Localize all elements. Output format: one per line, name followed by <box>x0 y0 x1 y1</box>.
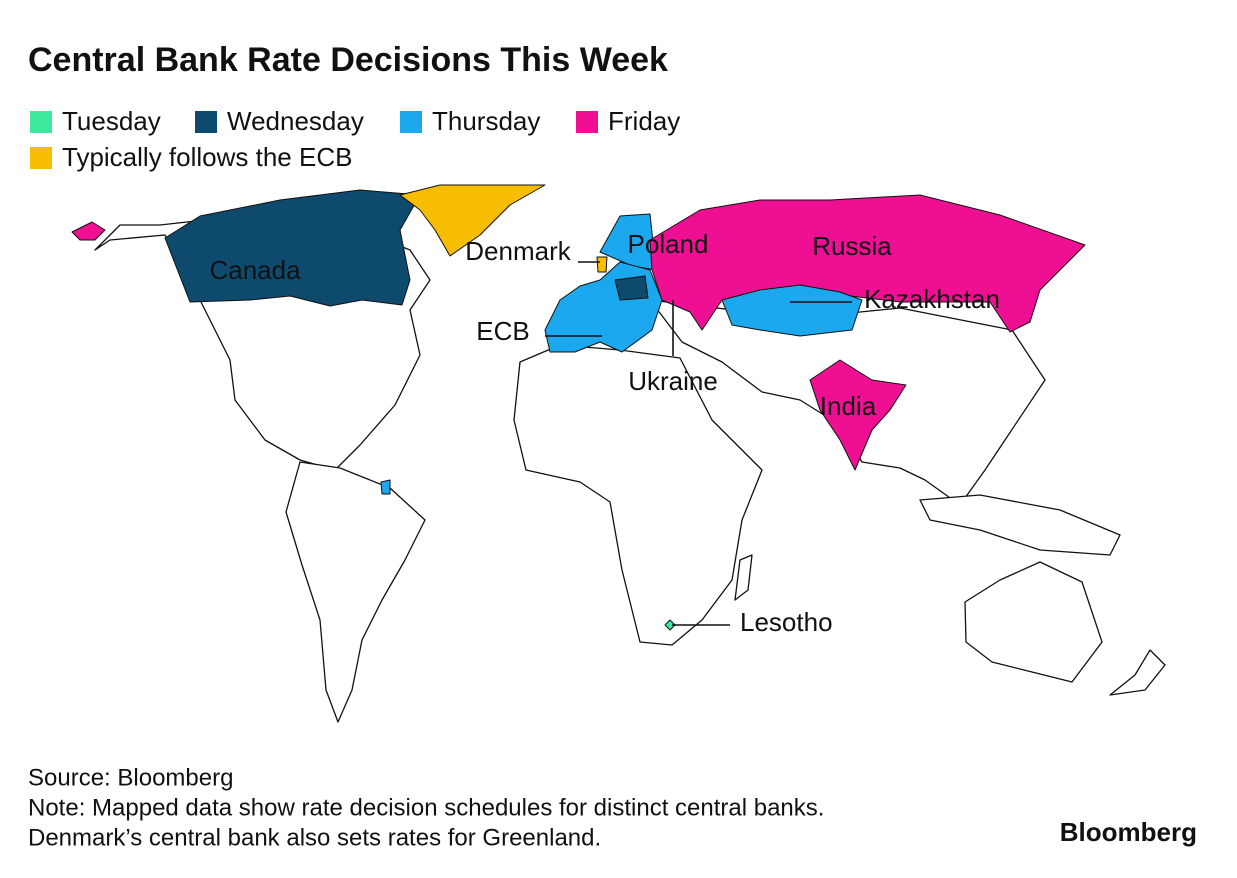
legend-swatch <box>30 111 52 133</box>
legend-swatch <box>400 111 422 133</box>
legend: Tuesday Wednesday Thursday Friday Typica… <box>30 106 680 172</box>
new-zealand <box>1109 649 1166 696</box>
map-label: Ukraine <box>628 366 718 396</box>
legend-label: Wednesday <box>227 106 364 136</box>
map-label: Poland <box>628 229 709 259</box>
note: Note: Mapped data show rate decision sch… <box>28 794 824 821</box>
lesotho <box>664 619 676 631</box>
map-label: Canada <box>209 255 301 285</box>
russia <box>649 194 1086 333</box>
map-label: Kazakhstan <box>864 284 1000 314</box>
map-label: India <box>820 391 877 421</box>
map-label: ECB <box>476 316 529 346</box>
legend-label: Friday <box>608 106 680 136</box>
footer: Source: Bloomberg Note: Mapped data show… <box>28 764 1197 851</box>
euro-area <box>544 261 663 353</box>
india <box>809 359 907 471</box>
world-map: Canada Denmark Poland Russia Kazakhstan … <box>71 184 1166 723</box>
title: Central Bank Rate Decisions This Week <box>28 41 668 79</box>
note: Denmark’s central bank also sets rates f… <box>28 824 601 851</box>
greenland <box>399 184 546 257</box>
legend-label: Thursday <box>432 106 540 136</box>
southeast-asia-islands <box>919 494 1121 556</box>
source: Source: Bloomberg <box>28 764 233 791</box>
map-label: Russia <box>812 231 892 261</box>
south-america <box>285 461 426 723</box>
legend-label: Typically follows the ECB <box>62 142 352 172</box>
map-label: Lesotho <box>740 607 833 637</box>
map-label: Denmark <box>465 236 571 266</box>
madagascar <box>734 554 753 601</box>
canada <box>164 189 421 307</box>
legend-label: Tuesday <box>62 106 161 136</box>
denmark <box>596 256 608 273</box>
kazakhstan <box>721 284 863 337</box>
poland <box>614 275 649 301</box>
australia <box>964 561 1103 683</box>
legend-swatch <box>195 111 217 133</box>
legend-swatch <box>576 111 598 133</box>
brand: Bloomberg <box>1060 817 1197 847</box>
africa <box>513 344 763 646</box>
french-guiana <box>380 479 391 495</box>
legend-swatch <box>30 147 52 169</box>
chukotka <box>71 221 106 241</box>
